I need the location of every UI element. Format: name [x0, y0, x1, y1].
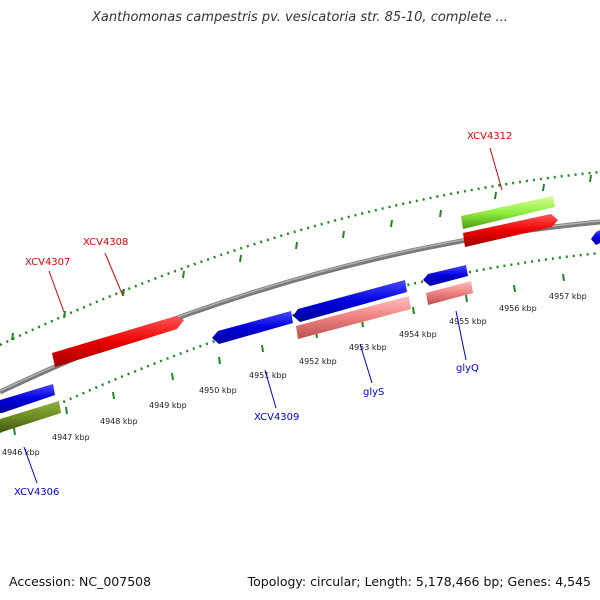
- gene-label-glys[interactable]: glyS: [363, 387, 384, 398]
- gene-feature-xcv4309[interactable]: [212, 311, 293, 344]
- map-title: Xanthomonas campestris pv. vesicatoria s…: [92, 10, 508, 25]
- gene-feature-lime[interactable]: [461, 196, 555, 229]
- gene-label-glyq[interactable]: glyQ: [456, 363, 479, 374]
- tick-label: 4948 kbp: [100, 417, 138, 426]
- lower-major-ticks: [13, 273, 565, 436]
- tick-label: 4951 kbp: [249, 371, 287, 380]
- rna-feature-glyq[interactable]: [426, 281, 473, 305]
- tick-label: 4949 kbp: [149, 401, 187, 410]
- gene-feature-xcv4312[interactable]: [463, 214, 558, 247]
- upper-major-ticks: [11, 174, 592, 341]
- tick-label: 4946 kbp: [2, 448, 40, 457]
- gene-labels: XCV4306 XCV4307 XCV4308 XCV4309 glyS gly…: [14, 131, 512, 498]
- tick-label: 4953 kbp: [349, 343, 387, 352]
- gene-feature-glyq[interactable]: [423, 265, 468, 286]
- gene-label-xcv4308[interactable]: XCV4308: [83, 237, 128, 248]
- gene-label-xcv4309[interactable]: XCV4309: [254, 412, 299, 423]
- gene-label-xcv4307[interactable]: XCV4307: [25, 257, 70, 268]
- rna-feature-glys[interactable]: [296, 296, 411, 339]
- tick-label: 4947 kbp: [52, 433, 90, 442]
- tick-label: 4955 kbp: [449, 317, 487, 326]
- tick-label: 4954 kbp: [399, 330, 437, 339]
- tick-label: 4952 kbp: [299, 357, 337, 366]
- gene-feature-olive[interactable]: [0, 401, 61, 432]
- label-connectors: [23, 147, 503, 484]
- gene-feature-edge[interactable]: [591, 230, 600, 245]
- upper-tick-track: [0, 170, 600, 347]
- gene-feature-glys[interactable]: [293, 280, 407, 322]
- gene-feature-xcv4307-4308[interactable]: [52, 316, 184, 367]
- genome-summary-text: Topology: circular; Length: 5,178,466 bp…: [247, 574, 591, 589]
- tick-label: 4956 kbp: [499, 304, 537, 313]
- tick-label: 4950 kbp: [199, 386, 237, 395]
- tick-labels: 4946 kbp 4947 kbp 4948 kbp 4949 kbp 4950…: [2, 292, 587, 457]
- accession-text: Accession: NC_007508: [9, 574, 152, 589]
- gene-feature-xcv4306[interactable]: [0, 384, 55, 413]
- tick-label: 4957 kbp: [549, 292, 587, 301]
- gene-label-xcv4306[interactable]: XCV4306: [14, 487, 59, 498]
- gene-label-xcv4312[interactable]: XCV4312: [467, 131, 512, 142]
